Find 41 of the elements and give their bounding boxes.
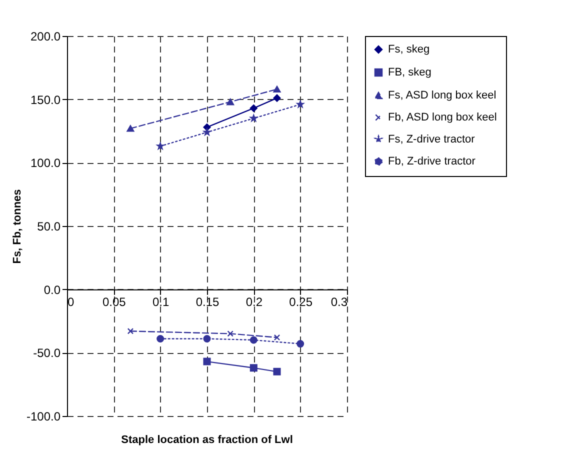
y-axis-title: Fs, Fb, tonnes: [11, 189, 24, 264]
y-tick-label: 100.0: [30, 156, 61, 170]
legend-label: Fs, skeg: [388, 44, 430, 56]
point: [250, 364, 258, 372]
point: [250, 336, 258, 344]
y-tick-label: 200.0: [30, 30, 61, 44]
point: [296, 340, 304, 348]
point: [274, 334, 280, 341]
point: [250, 114, 258, 122]
x-axis-title: Staple location as fraction of Lwl: [121, 434, 293, 446]
legend-label: Fs, ASD long box keel: [388, 90, 496, 102]
point: [273, 368, 281, 376]
point: [273, 94, 281, 102]
point: [250, 104, 258, 112]
y-tick-label: 50.0: [37, 220, 61, 234]
point: [226, 98, 234, 106]
legend-label: Fb, Z-drive tractor: [388, 156, 476, 168]
point: [296, 100, 304, 108]
y-tick-label: -100.0: [26, 410, 61, 424]
x-tick-label: 0.1: [152, 294, 170, 309]
x-tick-label: 0.15: [196, 294, 220, 309]
point: [156, 334, 164, 342]
y-tick-label: 0.0: [44, 282, 61, 297]
y-tick-label: -50.0: [33, 346, 61, 360]
legend-label: FB, skeg: [388, 66, 432, 78]
point: [273, 86, 281, 93]
legend-label: Fs, Z-drive tractor: [388, 134, 476, 146]
x-tick-label: 0.05: [102, 294, 126, 309]
x-tick-label: 0.25: [289, 294, 313, 309]
point: [127, 328, 134, 334]
point: [203, 334, 211, 342]
x-tick-label: 0.2: [246, 294, 263, 309]
y-tick-label: 150.0: [30, 92, 61, 107]
legend-label: Fb, ASD long box keel: [388, 112, 497, 124]
point: [227, 330, 234, 337]
point: [156, 142, 164, 150]
point: [203, 128, 211, 136]
point: [126, 125, 134, 132]
x-tick-label: 0.3: [330, 294, 348, 309]
point: [203, 358, 211, 366]
x-tick-label: 0: [68, 294, 74, 309]
